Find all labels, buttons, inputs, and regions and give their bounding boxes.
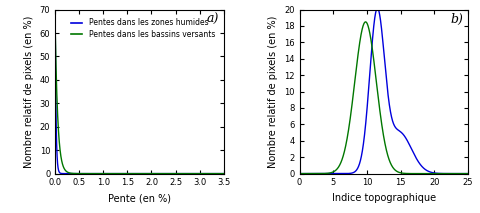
Y-axis label: Nombre relatif de pixels (en %): Nombre relatif de pixels (en %): [268, 15, 278, 168]
Legend: Pentes dans les zones humides, Pentes dans les bassins versants: Pentes dans les zones humides, Pentes da…: [70, 17, 216, 40]
X-axis label: Indice topographique: Indice topographique: [332, 193, 436, 203]
Text: b): b): [450, 13, 463, 26]
Y-axis label: Nombre relatif de pixels (en %): Nombre relatif de pixels (en %): [24, 15, 34, 168]
Text: a): a): [206, 13, 218, 26]
X-axis label: Pente (en %): Pente (en %): [108, 193, 171, 203]
